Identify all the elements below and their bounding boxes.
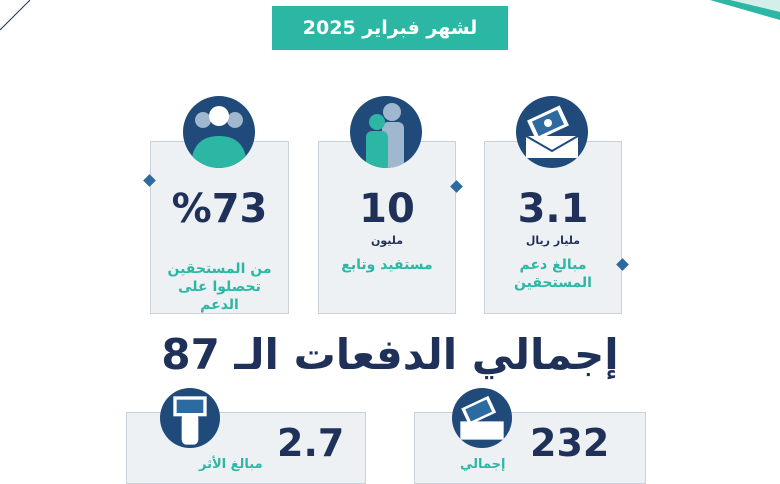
stat-description: مبالغ الأثر xyxy=(199,457,263,472)
corner-decoration xyxy=(710,0,780,20)
stat-value: 3.1 xyxy=(517,186,589,232)
stat-card-percentage: %73 من المستحقين تحصلوا على الدعم xyxy=(143,141,289,314)
corner-line-decoration xyxy=(0,0,31,31)
money-envelope-icon xyxy=(452,388,512,448)
money-envelope-icon xyxy=(516,96,588,168)
stat-value: 232 xyxy=(530,421,610,465)
group-icon xyxy=(183,96,255,168)
stat-value: 2.7 xyxy=(277,421,345,465)
bottom-stat-card-total: 232 إجمالي xyxy=(414,412,646,484)
stat-value: %73 xyxy=(171,186,268,232)
stat-description: إجمالي xyxy=(460,457,506,472)
hand-money-icon xyxy=(160,388,220,448)
diamond-marker xyxy=(143,174,156,187)
diamond-marker xyxy=(616,258,629,271)
stat-value: 10 xyxy=(359,186,415,232)
stat-card-amount: 3.1 مليار ريال مبالغ دعم المستحقين xyxy=(484,141,629,314)
month-banner: لشهر فبراير 2025 xyxy=(272,6,508,50)
stat-card-beneficiaries: 10 مليون مستفيد وتابع xyxy=(318,141,463,314)
beneficiaries-icon xyxy=(350,96,422,168)
month-label: لشهر فبراير 2025 xyxy=(302,17,478,39)
stat-description: من المستحقين تحصلوا على الدعم xyxy=(167,261,272,313)
stat-unit: مليار ريال xyxy=(525,234,581,247)
stat-description: مبالغ دعم المستحقين xyxy=(514,257,592,291)
stat-description: مستفيد وتابع xyxy=(341,257,433,273)
section-title: إجمالي الدفعات الـ 87 xyxy=(161,330,619,379)
stat-unit: مليون xyxy=(370,234,404,247)
